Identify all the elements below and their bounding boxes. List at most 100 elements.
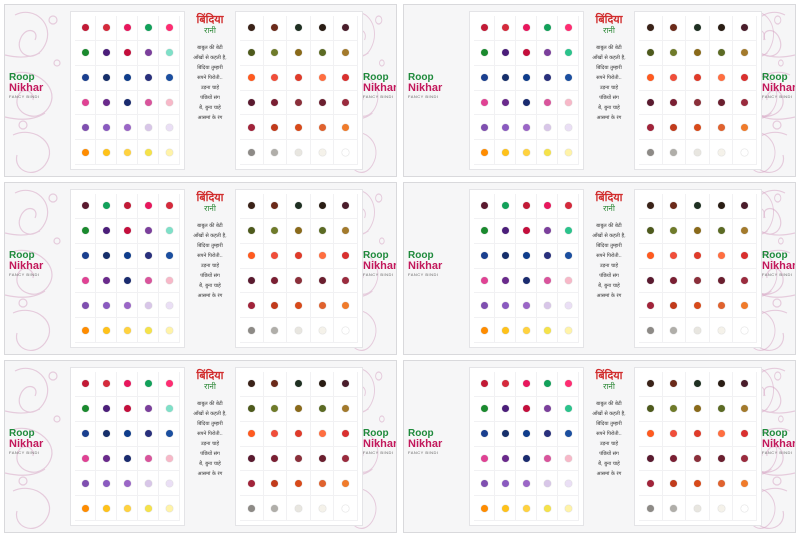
bindi-dot bbox=[318, 504, 326, 512]
bindi-panel-right bbox=[634, 11, 762, 170]
bindi-dot bbox=[318, 74, 326, 82]
bindi-dot bbox=[123, 430, 131, 438]
bindi-dot bbox=[144, 479, 152, 487]
bindi-dot bbox=[342, 454, 350, 462]
bindi-dot bbox=[294, 252, 302, 260]
poem-line: उड़ना चाहे bbox=[200, 441, 220, 447]
bindi-dot bbox=[670, 123, 678, 131]
brand-hindi-sub: रानी bbox=[603, 382, 615, 391]
bindi-dot bbox=[342, 479, 350, 487]
bindi-dot bbox=[501, 148, 509, 156]
bindi-dot bbox=[693, 252, 701, 260]
bindi-dot bbox=[693, 49, 701, 57]
bindi-dot bbox=[165, 24, 173, 32]
bindi-dot bbox=[102, 252, 110, 260]
bindi-dot bbox=[741, 504, 749, 512]
bindi-pack-collage: बिंदिया रानी बाबुल की बेटी आँखों से कहती है… bbox=[4, 4, 796, 533]
bindi-dot bbox=[480, 202, 488, 210]
bindi-dot bbox=[342, 504, 350, 512]
bindi-dot bbox=[102, 479, 110, 487]
poem-line: पंछियों संग bbox=[200, 273, 220, 279]
bindi-dot bbox=[543, 49, 551, 57]
bindi-dot bbox=[102, 49, 110, 57]
bindi-dot bbox=[543, 227, 551, 235]
bindi-dot bbox=[717, 24, 725, 32]
bindi-dot bbox=[81, 479, 89, 487]
bindi-dot bbox=[564, 380, 572, 388]
bindi-dot bbox=[741, 24, 749, 32]
center-label: बिंदिया रानी बाबुल की बेटी आँखों से कहती है… bbox=[186, 13, 234, 163]
bindi-dot bbox=[123, 326, 131, 334]
bindi-dot bbox=[271, 405, 279, 413]
bindi-dot bbox=[646, 380, 654, 388]
poem-line: बाबुल की बेटी bbox=[197, 45, 223, 51]
bindi-dot bbox=[247, 74, 255, 82]
poem-line: सपने पिरोती.. bbox=[197, 431, 223, 437]
bindi-dot bbox=[123, 504, 131, 512]
bindi-dot bbox=[717, 405, 725, 413]
bindi-dot bbox=[522, 252, 530, 260]
bindi-dot bbox=[123, 405, 131, 413]
bindi-dot bbox=[81, 202, 89, 210]
bindi-card: बिंदिया रानी बाबुल की बेटी आँखों से कहती है… bbox=[403, 360, 796, 533]
bindi-dot bbox=[271, 24, 279, 32]
roop-nikhar-logo: Roop Nikhar FANCY BINDI bbox=[408, 72, 443, 100]
bindi-dot bbox=[693, 123, 701, 131]
bindi-dot bbox=[123, 276, 131, 284]
brand-hindi-sub: रानी bbox=[204, 26, 216, 35]
bindi-dot bbox=[102, 405, 110, 413]
bindi-dot bbox=[294, 227, 302, 235]
bindi-dot bbox=[670, 49, 678, 57]
poem-line: आँखों से कहती है, bbox=[193, 55, 227, 61]
poem-line: आसमां के रंग bbox=[596, 115, 622, 121]
bindi-dot bbox=[522, 326, 530, 334]
bindi-dot bbox=[271, 49, 279, 57]
bindi-dot bbox=[144, 504, 152, 512]
bindi-dot bbox=[543, 504, 551, 512]
bindi-dot bbox=[102, 276, 110, 284]
brand-hindi: बिंदिया bbox=[196, 369, 224, 382]
bindi-dot bbox=[564, 123, 572, 131]
bindi-dot bbox=[501, 74, 509, 82]
bindi-card: बिंदिया रानी बाबुल की बेटी आँखों से कहती है… bbox=[4, 182, 397, 355]
bindi-dot bbox=[522, 430, 530, 438]
bindi-dot bbox=[247, 326, 255, 334]
bindi-dot bbox=[646, 74, 654, 82]
bindi-dot bbox=[564, 405, 572, 413]
bindi-dot bbox=[564, 24, 572, 32]
poem-line: बिंदिया तुम्हारी bbox=[197, 421, 223, 427]
bindi-card: बिंदिया रानी बाबुल की बेटी आँखों से कहती है… bbox=[4, 360, 397, 533]
bindi-dot bbox=[271, 148, 279, 156]
poem-line: बेे, बुना चाहे bbox=[199, 461, 221, 467]
bindi-dot bbox=[543, 74, 551, 82]
bindi-dot bbox=[717, 479, 725, 487]
bindi-dot bbox=[501, 202, 509, 210]
bindi-dot bbox=[318, 479, 326, 487]
bindi-dot bbox=[670, 326, 678, 334]
roop-nikhar-logo: Roop Nikhar FANCY BINDI bbox=[9, 428, 44, 456]
bindi-dot bbox=[522, 74, 530, 82]
bindi-dot bbox=[564, 301, 572, 309]
bindi-dot bbox=[501, 301, 509, 309]
bindi-dot bbox=[480, 430, 488, 438]
bindi-dot bbox=[670, 380, 678, 388]
bindi-dot bbox=[522, 380, 530, 388]
center-label: बिंदिया रानी बाबुल की बेटी आँखों से कहती है… bbox=[186, 369, 234, 519]
bindi-dot bbox=[501, 252, 509, 260]
bindi-dot bbox=[247, 276, 255, 284]
bindi-dot bbox=[646, 504, 654, 512]
bindi-dot bbox=[717, 301, 725, 309]
bindi-dot bbox=[271, 252, 279, 260]
bindi-dot bbox=[646, 24, 654, 32]
bindi-dot bbox=[271, 380, 279, 388]
bindi-dot bbox=[342, 301, 350, 309]
bindi-dot bbox=[717, 98, 725, 106]
bindi-dot bbox=[294, 479, 302, 487]
bindi-dot bbox=[342, 252, 350, 260]
bindi-dot bbox=[102, 430, 110, 438]
bindi-dot bbox=[646, 227, 654, 235]
bindi-dot bbox=[646, 148, 654, 156]
bindi-dot bbox=[564, 148, 572, 156]
bindi-dot bbox=[564, 454, 572, 462]
bindi-dot bbox=[123, 202, 131, 210]
